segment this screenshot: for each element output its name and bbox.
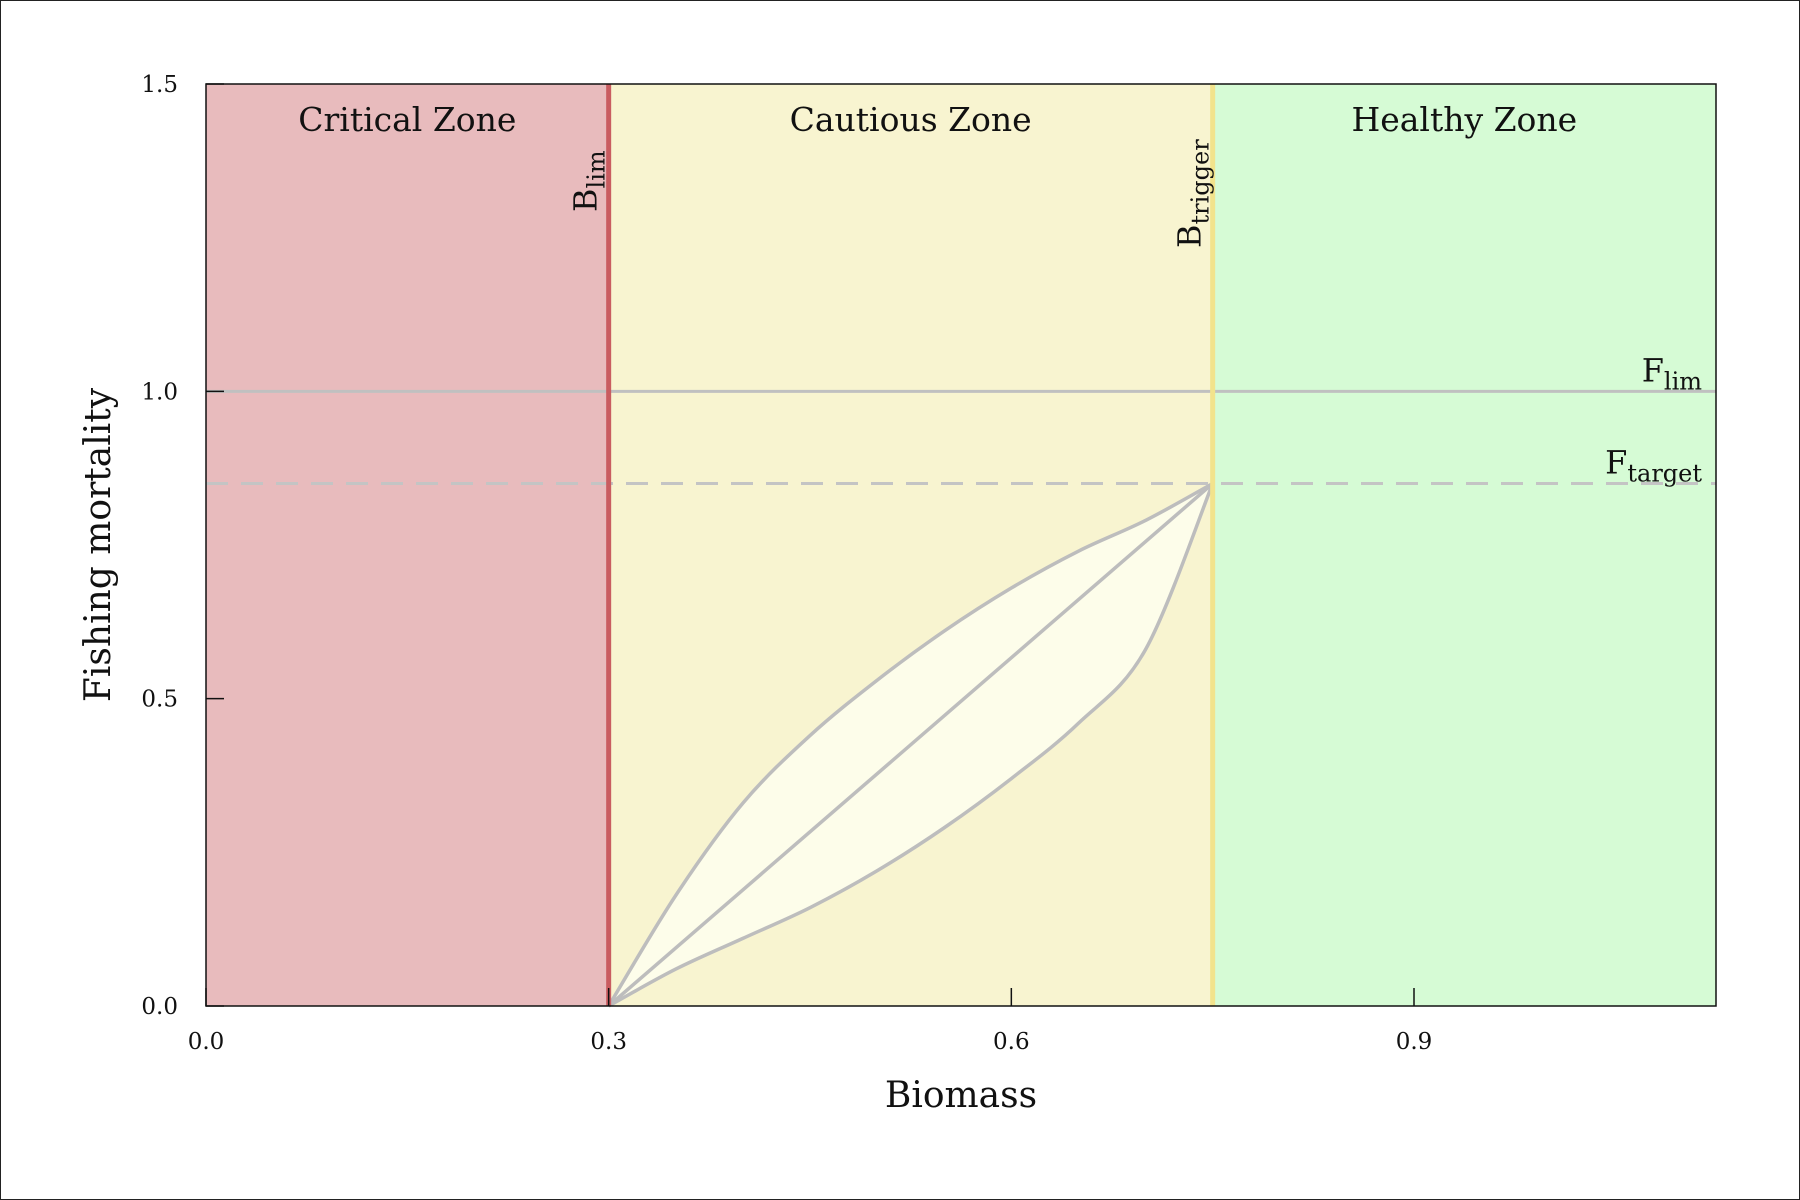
labels-layer: Critical Zone Cautious Zone Healthy Zone Bl… — [78, 72, 1702, 1116]
b-lim-label-base: B — [567, 188, 605, 212]
y-tick-label: 0.5 — [141, 687, 178, 713]
lower-curve — [607, 482, 1215, 1008]
y-axis-title: Fishing mortality — [78, 387, 119, 702]
horizontal-reference-lines — [206, 389, 1716, 486]
b-lim-label: Blim — [567, 150, 611, 212]
b-trigger-label-sub: trigger — [1187, 139, 1215, 225]
axes-layer — [205, 83, 1717, 1007]
zones-layer — [206, 84, 1716, 1006]
b-lim-label-sub: lim — [583, 150, 611, 188]
zone-healthy-zone — [1212, 84, 1716, 1006]
linear-rule-line — [607, 482, 1214, 1008]
f-lim-label-base: F — [1642, 351, 1664, 389]
y-tick-label: 1.5 — [141, 72, 178, 98]
b-trigger-label-base: B — [1171, 224, 1209, 248]
f-target-label-base: F — [1605, 444, 1627, 482]
vertical-reference-lines — [606, 84, 1216, 1006]
f-lim-label: Flim — [1642, 351, 1703, 395]
plot-border — [205, 83, 1717, 1007]
zone-label-cautious-zone: Cautious Zone — [790, 100, 1032, 139]
zone-label-critical-zone: Critical Zone — [298, 100, 516, 139]
x-tick-label: 0.6 — [993, 1029, 1030, 1055]
f-lim-label-sub: lim — [1664, 367, 1702, 395]
y-tick-label: 0.0 — [141, 994, 178, 1020]
x-axis-title: Biomass — [885, 1075, 1037, 1116]
b-trigger-label: Btrigger — [1171, 139, 1215, 248]
envelope-layer — [607, 481, 1215, 1008]
zone-critical-zone — [206, 84, 609, 1006]
f-target-label: Ftarget — [1605, 444, 1702, 488]
x-tick-label: 0.3 — [590, 1029, 627, 1055]
zone-label-healthy-zone: Healthy Zone — [1351, 100, 1577, 139]
f-target-label-sub: target — [1627, 460, 1702, 488]
x-tick-label: 0.9 — [1396, 1029, 1433, 1055]
upper-curve — [607, 481, 1214, 1007]
y-tick-label: 1.0 — [141, 379, 178, 405]
x-tick-label: 0.0 — [188, 1029, 225, 1055]
